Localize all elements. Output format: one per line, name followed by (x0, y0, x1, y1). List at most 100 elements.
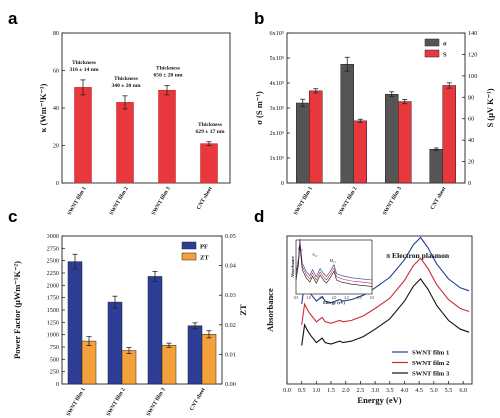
inset-peak-label-2: M₁₁ (330, 258, 337, 263)
category-label-0: SWNT film 1 (66, 387, 87, 418)
legend-label-2: SWNT film 3 (412, 371, 450, 378)
bar-ZT-1 (121, 350, 137, 385)
right-tick-label-3: 0.03 (225, 292, 236, 299)
left-tick-label-0: 0 (281, 180, 284, 187)
left-tick-label-6: 1500 (47, 307, 59, 314)
left-tick-label-11: 2750 (47, 245, 59, 252)
legend-label-ZT: ZT (200, 255, 209, 262)
category-label-2: SWNT film 3 (382, 186, 403, 217)
left-tick-label-9: 2250 (47, 270, 59, 277)
right-tick-label-2: 0.02 (225, 322, 236, 329)
annotation-line1-0: Thickness (72, 60, 97, 66)
inset-series-line-2 (295, 245, 373, 287)
left-tick-label-4: 1000 (47, 332, 59, 339)
bar-S-3 (442, 85, 456, 184)
legend-label-σ: σ (443, 41, 447, 48)
right-tick-label-4: 80 (468, 94, 474, 101)
bar-S-2 (398, 101, 412, 184)
right-axis-label: ZT (238, 304, 248, 316)
right-tick-label-1: 20 (468, 159, 474, 166)
category-label-1: SWNT film 2 (106, 387, 127, 418)
legend-label-S: S (443, 52, 447, 59)
left-tick-label-5: 5x10⁵ (269, 55, 284, 62)
x-tick-label-3: 1.5 (327, 387, 335, 394)
right-tick-label-0: 0 (468, 180, 471, 187)
left-tick-label-10: 2500 (47, 258, 59, 265)
series-line-1 (301, 257, 470, 325)
bar-3 (200, 143, 218, 184)
annotation-line2-2: 656 ± 20 nm (153, 73, 182, 79)
bar-PF-2 (147, 276, 163, 385)
bar-σ-2 (385, 94, 399, 184)
x-tick-label-9: 4.5 (415, 387, 423, 394)
x-tick-label-5: 2.5 (357, 387, 365, 394)
legend-swatch-S (424, 49, 440, 58)
right-tick-label-7: 140 (468, 30, 477, 37)
category-label-3: CNT sheet (430, 186, 448, 211)
category-label-1: SWNT film 2 (109, 186, 130, 217)
inset-series-line-0 (295, 238, 373, 281)
panel-letter-c: c (8, 207, 17, 226)
panel-letter-d: d (254, 207, 264, 226)
annotation-line2-3: 629 ± 17 nm (195, 129, 224, 135)
left-axis-label: Power Factor (μWm⁻¹K⁻²) (12, 261, 22, 359)
left-tick-label-1: 250 (50, 369, 59, 376)
left-tick-label-12: 3000 (47, 233, 59, 240)
y-axis-label: Absorbance (265, 288, 275, 332)
right-tick-label-6: 120 (468, 51, 477, 58)
x-tick-label-2: 1.0 (312, 387, 320, 394)
inset-x-tick-label-3: 2.0 (332, 296, 337, 300)
left-tick-label-1: 1x10⁵ (269, 155, 284, 162)
y-tick-label-0: 0 (56, 180, 59, 187)
x-tick-label-11: 5.5 (445, 387, 453, 394)
x-tick-label-0: 0.0 (283, 387, 291, 394)
x-tick-label-4: 2.0 (342, 387, 350, 394)
x-tick-label-6: 3.0 (371, 387, 379, 394)
left-axis-label: σ (S m⁻¹) (254, 91, 264, 125)
inset-frame (295, 239, 373, 295)
right-tick-label-3: 60 (468, 116, 474, 123)
bar-PF-1 (107, 301, 123, 385)
inset-x-tick-label-2: 1.5 (319, 296, 324, 300)
legend-label-PF: PF (200, 244, 208, 251)
panel-c: c 0 250 500 750 1000 1250 1500 1750 2000 2250 2500 2… (8, 207, 248, 417)
right-axis-label: S (μV K⁻¹) (485, 88, 495, 127)
inset-series-line-1 (295, 242, 373, 284)
bar-PF-3 (187, 325, 203, 385)
x-axis-label: Energy (eV) (357, 395, 401, 405)
y-tick-label-1: 20 (53, 143, 59, 150)
left-tick-label-6: 6x10⁵ (269, 30, 284, 37)
left-tick-label-3: 750 (50, 344, 59, 351)
right-tick-label-2: 40 (468, 137, 474, 144)
category-label-1: SWNT film 2 (337, 186, 358, 217)
bar-ZT-3 (201, 334, 217, 385)
annotation-line1-2: Thickness (156, 66, 181, 72)
legend-label-1: SWNT film 2 (412, 360, 450, 367)
d-plot-frame (286, 235, 473, 385)
inset-y-axis-label: Absorbance (290, 256, 295, 278)
legend-swatch-ZT (181, 252, 197, 261)
bar-2 (158, 89, 176, 184)
bar-1 (116, 102, 134, 184)
left-tick-label-2: 2x10⁵ (269, 130, 284, 137)
inset-x-tick-label-6: 3.5 (370, 296, 375, 300)
category-label-3: CNT sheet (196, 186, 214, 211)
category-label-0: SWNT film 1 (67, 186, 88, 217)
y-axis-label: κ (Wm⁻¹K⁻¹) (38, 83, 48, 132)
y-tick-label-2: 40 (53, 105, 59, 112)
left-tick-label-2: 500 (50, 356, 59, 363)
right-tick-label-0: 0.00 (225, 381, 236, 388)
legend-swatch-σ (424, 38, 440, 47)
bar-PF-0 (67, 261, 83, 385)
inset-peak-label-0: S₁₁ (298, 246, 304, 251)
right-tick-label-4: 0.04 (225, 263, 236, 270)
bar-ZT-2 (161, 344, 177, 385)
category-label-3: CNT sheet (189, 387, 207, 412)
legend-swatch-PF (181, 241, 197, 250)
x-tick-label-12: 6.0 (459, 387, 467, 394)
legend-label-0: SWNT film 1 (412, 350, 449, 357)
bar-ZT-0 (81, 340, 97, 385)
bar-0 (74, 87, 92, 184)
series-line-0 (301, 236, 470, 305)
